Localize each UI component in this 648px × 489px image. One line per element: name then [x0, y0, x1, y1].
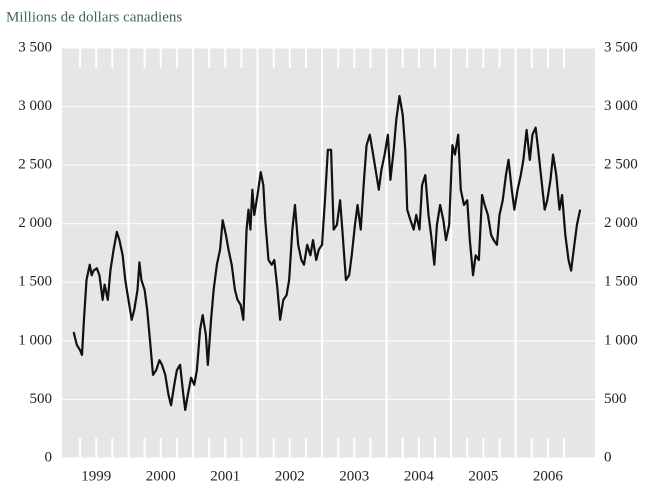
chart-title: Millions de dollars canadiens: [6, 9, 182, 25]
y-tick-label: 1 000: [18, 332, 52, 348]
data-line: [72, 94, 582, 412]
y2-tick-label: 1 500: [604, 274, 638, 290]
plot-area: [62, 48, 595, 458]
y2-tick-label: 2 000: [604, 215, 638, 231]
x-tick-label: 1999: [81, 468, 111, 484]
x-tick-label: 2005: [468, 468, 498, 484]
y2-tick-label: 500: [604, 391, 627, 407]
y-tick-label: 2 000: [18, 215, 52, 231]
y-tick-label: 1 500: [18, 274, 52, 290]
y2-tick-label: 1 000: [604, 332, 638, 348]
y-tick-label: 2 500: [18, 157, 52, 173]
x-tick-label: 2006: [533, 468, 564, 484]
y2-tick-label: 3 500: [604, 39, 638, 55]
x-tick-label: 2000: [146, 468, 176, 484]
y-tick-label: 3 500: [18, 39, 52, 55]
y-tick-label: 0: [45, 449, 53, 465]
y2-tick-label: 0: [604, 449, 612, 465]
x-tick-label: 2001: [210, 468, 240, 484]
x-tick-label: 2003: [339, 468, 369, 484]
y2-tick-label: 2 500: [604, 157, 638, 173]
y2-tick-label: 3 000: [604, 98, 638, 114]
x-tick-label: 2004: [404, 468, 435, 484]
x-tick-label: 2002: [275, 468, 305, 484]
y-tick-label: 500: [30, 391, 53, 407]
y-tick-label: 3 000: [18, 98, 52, 114]
